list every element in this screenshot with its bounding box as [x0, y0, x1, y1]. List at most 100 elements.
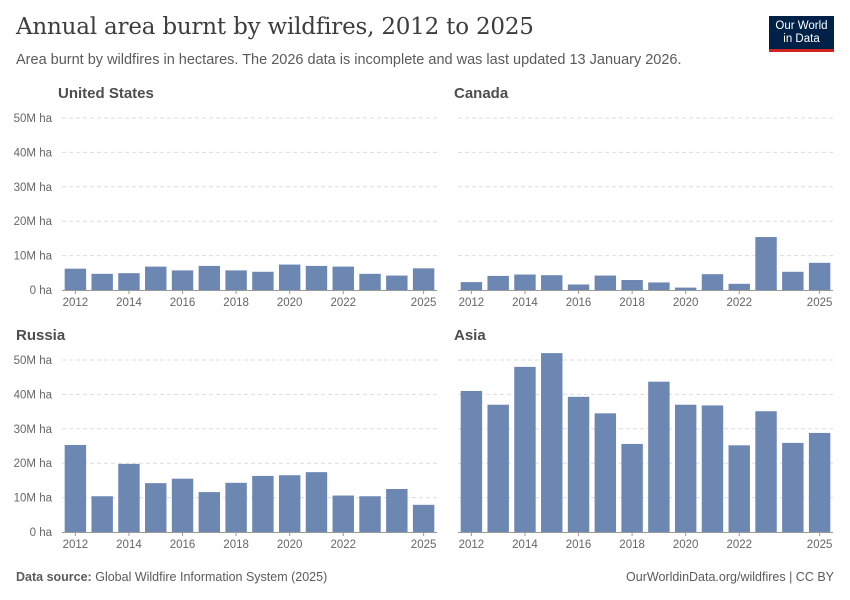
y-tick-label: 40M ha: [14, 147, 53, 159]
owid-logo[interactable]: Our World in Data: [769, 16, 834, 52]
bar-asia-2014: [514, 366, 536, 532]
x-tick-label: 2012: [63, 297, 89, 309]
chart-subtitle: Area burnt by wildfires in hectares. The…: [16, 52, 682, 68]
x-tick-label: 2025: [411, 297, 437, 309]
bar-asia-2017: [594, 413, 617, 532]
panel-title-canada: Canada: [454, 85, 509, 102]
y-tick-label: 10M ha: [14, 251, 53, 263]
x-tick-label: 2018: [619, 297, 645, 309]
logo-line-2: in Data: [783, 33, 820, 45]
x-tick-label: 2018: [619, 539, 645, 551]
chart-title: Annual area burnt by wildfires, 2012 to …: [16, 14, 534, 40]
x-tick-label: 2014: [116, 539, 142, 551]
bar-canada-2014: [514, 274, 536, 290]
x-tick-label: 2022: [330, 297, 356, 309]
bar-russia-2022: [332, 495, 354, 532]
y-tick-label: 30M ha: [14, 182, 53, 194]
bar-asia-2020: [674, 404, 697, 532]
x-tick-label: 2014: [512, 539, 538, 551]
bar-canada-2021: [701, 274, 724, 290]
x-tick-label: 2020: [673, 539, 699, 551]
x-tick-label: 2016: [170, 297, 196, 309]
x-tick-label: 2020: [277, 539, 303, 551]
bar-russia-2015: [145, 483, 167, 532]
y-tick-label: 40M ha: [14, 389, 53, 401]
logo-line-1: Our World: [775, 20, 828, 32]
bar-canada-2022: [728, 283, 750, 290]
bar-asia-2016: [567, 396, 590, 532]
bar-asia-2012: [460, 390, 483, 532]
bar-russia-2013: [91, 496, 113, 532]
bar-russia-2021: [305, 472, 328, 532]
x-tick-label: 2022: [726, 539, 752, 551]
bar-united-states-2018: [225, 270, 247, 290]
x-tick-label: 2020: [277, 297, 303, 309]
bar-russia-2018: [225, 482, 247, 532]
bar-canada-2013: [487, 275, 509, 290]
source-label: Data source:: [16, 570, 92, 584]
data-source: Data source: Global Wildfire Information…: [16, 570, 327, 584]
bar-united-states-2015: [145, 266, 167, 290]
bar-canada-2019: [648, 282, 670, 290]
y-tick-label: 50M ha: [14, 113, 53, 125]
x-tick-label: 2012: [63, 539, 89, 551]
bar-asia-2021: [701, 405, 724, 532]
bar-russia-2025: [412, 504, 435, 532]
bar-russia-2017: [198, 492, 221, 532]
bar-asia-2022: [728, 445, 750, 532]
x-tick-label: 2018: [223, 539, 249, 551]
x-tick-label: 2022: [726, 297, 752, 309]
x-tick-label: 2020: [673, 297, 699, 309]
bar-russia-2019: [252, 475, 274, 532]
bar-russia-2012: [64, 444, 87, 532]
bar-canada-2017: [594, 275, 617, 290]
bar-canada-2018: [621, 280, 643, 290]
x-tick-label: 2025: [807, 539, 833, 551]
bar-canada-2024: [782, 271, 804, 290]
panel-title-asia: Asia: [454, 327, 486, 344]
x-tick-label: 2014: [116, 297, 142, 309]
x-tick-label: 2016: [566, 539, 592, 551]
bar-asia-2018: [621, 443, 643, 532]
bar-canada-2012: [460, 282, 483, 290]
bar-united-states-2025: [412, 268, 435, 290]
y-tick-label: 0 ha: [30, 527, 53, 539]
x-tick-label: 2018: [223, 297, 249, 309]
bar-asia-2025: [808, 432, 831, 532]
y-tick-label: 20M ha: [14, 458, 53, 470]
y-tick-label: 10M ha: [14, 493, 53, 505]
bar-russia-2014: [118, 463, 140, 532]
bar-united-states-2023: [359, 273, 381, 290]
bar-asia-2024: [782, 442, 804, 532]
bar-united-states-2022: [332, 266, 354, 290]
bar-united-states-2016: [171, 270, 194, 290]
bar-asia-2013: [487, 404, 509, 532]
bar-asia-2019: [648, 381, 670, 532]
bar-canada-2015: [541, 275, 563, 290]
bar-united-states-2017: [198, 265, 221, 290]
bar-canada-2020: [674, 287, 697, 290]
x-tick-label: 2025: [807, 297, 833, 309]
credit-link[interactable]: OurWorldinData.org/wildfires | CC BY: [626, 570, 834, 584]
bar-united-states-2013: [91, 273, 113, 290]
x-tick-label: 2025: [411, 539, 437, 551]
panel-title-russia: Russia: [16, 327, 66, 344]
bar-united-states-2020: [278, 264, 301, 290]
panel-title-united-states: United States: [58, 85, 154, 102]
bar-canada-2023: [755, 237, 777, 290]
x-tick-label: 2012: [459, 297, 485, 309]
bar-united-states-2014: [118, 273, 140, 290]
bar-russia-2016: [171, 478, 194, 532]
source-text[interactable]: Global Wildfire Information System (2025…: [95, 570, 328, 584]
bar-united-states-2019: [252, 271, 274, 290]
bar-russia-2024: [386, 489, 408, 532]
x-tick-label: 2014: [512, 297, 538, 309]
bar-russia-2020: [278, 475, 301, 532]
x-tick-label: 2016: [170, 539, 196, 551]
x-tick-label: 2016: [566, 297, 592, 309]
bar-united-states-2021: [305, 265, 328, 290]
bar-asia-2015: [541, 353, 563, 532]
bar-asia-2023: [755, 411, 777, 532]
x-tick-label: 2012: [459, 539, 485, 551]
